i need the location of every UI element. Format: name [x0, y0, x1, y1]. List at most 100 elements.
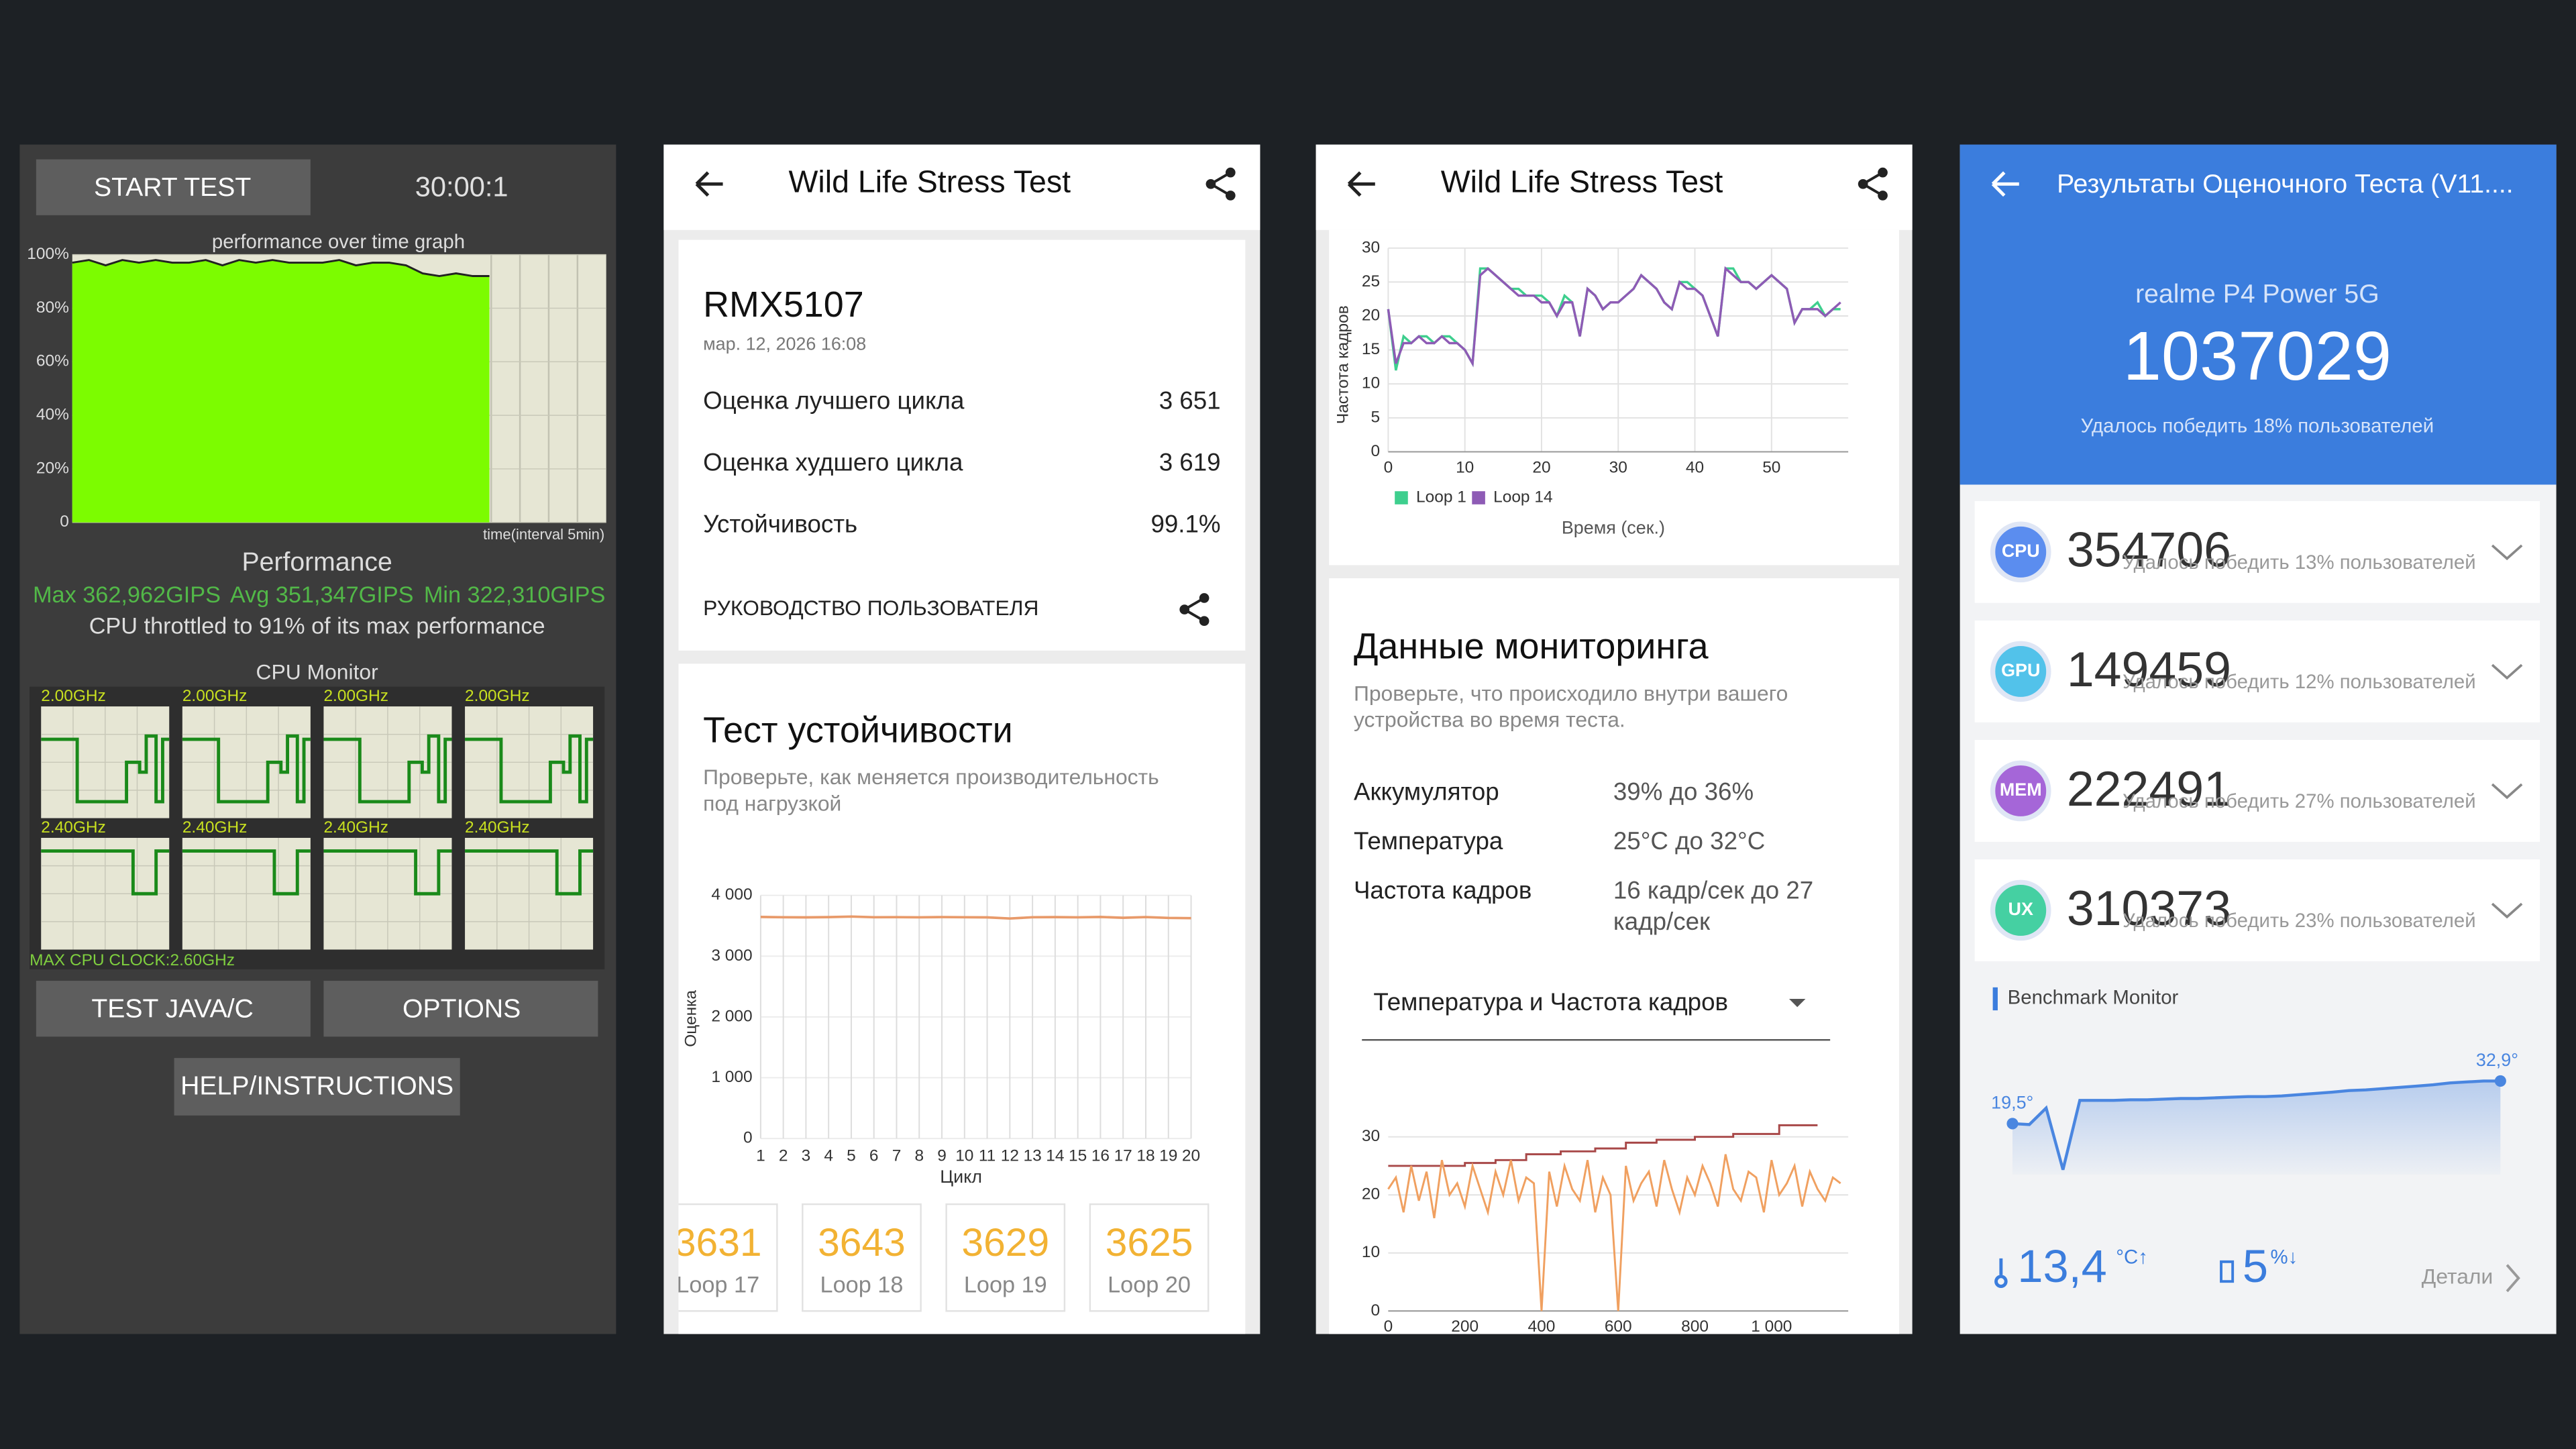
loop-card: [802, 1203, 922, 1312]
card: [1329, 229, 1900, 566]
score-card[interactable]: [1974, 500, 2540, 603]
y-tick-label: 40%: [36, 406, 69, 424]
x-tick-label: 16: [1091, 1147, 1110, 1165]
y-tick-label: 30: [1362, 238, 1380, 256]
core-label: 2.40GHz: [182, 818, 248, 837]
expand-chevron[interactable]: [2491, 783, 2523, 800]
x-tick-label: 2: [779, 1147, 788, 1165]
loop-label: Loop 17: [676, 1273, 759, 1298]
share-dot: [1199, 616, 1210, 627]
row-value: 99.1%: [1150, 510, 1220, 537]
x-tick-label: 1: [756, 1147, 765, 1165]
graph-title: performance over time graph: [212, 231, 465, 253]
core-frequency-line: [41, 734, 170, 804]
y-tick-label: 2 000: [711, 1007, 752, 1025]
share-dot: [1205, 178, 1216, 189]
y-tick-label: 20: [1362, 1185, 1380, 1203]
y-tick-label: 5: [1371, 408, 1381, 426]
x-tick-label: 12: [1001, 1147, 1019, 1165]
description: Проверьте, что происходило внутри вашего: [1354, 681, 1788, 705]
row-value: 39% до 36%: [1613, 778, 1754, 806]
app-bar-title: Wild Life Stress Test: [789, 164, 1071, 199]
x-tick-label: 15: [1069, 1147, 1087, 1165]
button-label: START TEST: [94, 173, 251, 202]
back-arrow[interactable]: [695, 171, 723, 197]
loop-score: 3629: [961, 1221, 1049, 1265]
details-link[interactable]: Детали: [2422, 1265, 2493, 1289]
loop-card: [1089, 1203, 1210, 1312]
back-arrow[interactable]: [1347, 171, 1375, 197]
details-chevron[interactable]: [2506, 1264, 2520, 1293]
card: [1329, 578, 1900, 1334]
back-arrow[interactable]: [1991, 171, 2019, 197]
row-value: 16 кадр/сек до 27: [1613, 876, 1813, 904]
category-score: 354706: [2067, 522, 2231, 578]
y-tick-label: 100%: [27, 245, 69, 263]
expand-chevron[interactable]: [2491, 902, 2523, 919]
share-icon[interactable]: [1205, 167, 1236, 201]
y-tick-label: 0: [1371, 1301, 1381, 1320]
share-icon[interactable]: [1858, 167, 1888, 201]
y-tick-label: 3 000: [711, 947, 752, 965]
score-line: [760, 915, 1191, 920]
temperature-line: [2012, 1079, 2501, 1171]
badge: [1990, 641, 2051, 702]
description: Проверьте, как меняется производительнос…: [703, 765, 1159, 789]
button[interactable]: [174, 1058, 460, 1116]
dropdown-arrow[interactable]: [1788, 998, 1806, 1008]
x-tick-label: 1 000: [1751, 1318, 1792, 1336]
header: [1960, 144, 2557, 485]
button[interactable]: [36, 159, 311, 215]
card: [678, 239, 1246, 651]
fps-line: [1387, 1154, 1841, 1311]
y-tick-label: 20%: [36, 459, 69, 477]
badge-label: GPU: [2001, 660, 2040, 680]
cpu-monitor-title: CPU Monitor: [256, 659, 379, 684]
score-card[interactable]: [1974, 740, 2540, 842]
y-tick-label: 80%: [36, 299, 69, 317]
performance-title: Performance: [242, 547, 392, 576]
y-axis-label: Частота кадров: [1334, 305, 1352, 424]
badge: [1990, 760, 2051, 822]
button[interactable]: [36, 981, 311, 1037]
y-tick-label: 1 000: [711, 1068, 752, 1086]
x-tick-label: 18: [1136, 1147, 1155, 1165]
y-tick-label: 4 000: [711, 885, 752, 904]
y-tick-label: 25: [1362, 272, 1380, 290]
value-label: 32,9°: [2476, 1050, 2518, 1070]
temperature-unit: °C↑: [2116, 1246, 2148, 1269]
core-label: 2.40GHz: [41, 818, 106, 837]
button[interactable]: [323, 981, 598, 1037]
share-dot: [1225, 167, 1236, 178]
y-tick-label: 0: [743, 1129, 753, 1147]
category-score: 310373: [2067, 880, 2231, 936]
temperature-area: [2012, 1081, 2501, 1175]
fps-line: [1387, 266, 1841, 368]
y-tick-label: 30: [1362, 1127, 1380, 1145]
core-frequency-line: [41, 849, 170, 896]
core-label: 2.40GHz: [323, 818, 388, 837]
core-label: 2.00GHz: [182, 687, 248, 705]
legend-swatch: [1472, 491, 1485, 504]
score-card[interactable]: [1974, 859, 2540, 961]
temperature-line: [1388, 1124, 1818, 1167]
x-tick-label: 0: [1384, 458, 1393, 476]
dropdown-label[interactable]: Температура и Частота кадров: [1373, 988, 1728, 1016]
category-note: Удалось победить 23% пользователей: [2123, 910, 2476, 932]
share-icon[interactable]: [1179, 593, 1210, 627]
x-tick-label: 8: [914, 1147, 924, 1165]
expand-chevron[interactable]: [2491, 544, 2523, 561]
row-label: Оценка худшего цикла: [703, 449, 963, 476]
x-tick-label: 9: [937, 1147, 947, 1165]
loop-cards: 3631 Loop 17 3643 Loop 18 3629 Loop 19 3625 Loo…: [676, 1203, 1210, 1312]
section-title: Тест устойчивости: [703, 710, 1013, 750]
share-dot: [1858, 178, 1868, 189]
app-bar-title: Wild Life Stress Test: [1441, 164, 1723, 199]
badge-label: MEM: [2000, 780, 2042, 800]
guide-link[interactable]: РУКОВОДСТВО ПОЛЬЗОВАТЕЛЯ: [703, 596, 1038, 620]
expand-chevron[interactable]: [2491, 663, 2523, 680]
row-label: Устойчивость: [703, 510, 857, 537]
score-card[interactable]: [1974, 620, 2540, 722]
